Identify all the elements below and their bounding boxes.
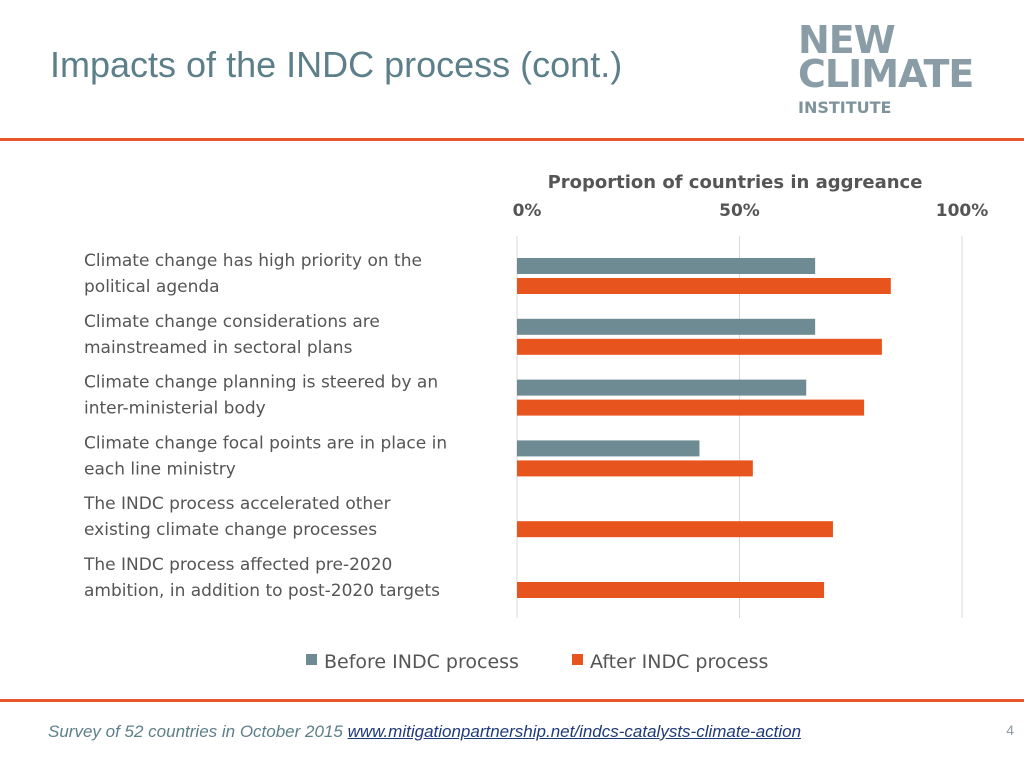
chart-title: Proportion of countries in aggreance	[548, 172, 923, 193]
bar-chart: Proportion of countries in aggreance 0% 5…	[83, 172, 989, 673]
logo-line-1: NEW	[798, 18, 896, 62]
category-label: political agenda	[84, 277, 220, 297]
footer-divider	[0, 699, 1024, 702]
logo-line-2: CLIMATE	[798, 52, 974, 96]
footer-source: Survey of 52 countries in October 2015 w…	[48, 722, 801, 742]
bar-before	[517, 318, 816, 335]
legend-swatch	[306, 654, 317, 665]
new-climate-institute-logo: NEW CLIMATE INSTITUTE	[798, 20, 998, 120]
bars	[517, 258, 891, 598]
category-label: Climate change has high priority on the	[84, 251, 422, 271]
x-tick-label: 50%	[719, 201, 760, 221]
bar-before	[517, 440, 700, 457]
x-tick-labels: 0% 50% 100%	[513, 201, 989, 221]
legend-label: Before INDC process	[324, 651, 519, 673]
bar-after	[517, 582, 825, 598]
category-label: existing climate change processes	[84, 520, 377, 540]
bar-before	[517, 258, 816, 274]
logo-line-3: INSTITUTE	[798, 98, 892, 117]
category-label: each line ministry	[84, 459, 236, 479]
category-label: The INDC process affected pre-2020	[83, 555, 392, 575]
bar-after	[517, 278, 891, 294]
legend-label: After INDC process	[590, 651, 768, 673]
bar-before	[517, 379, 807, 396]
header-divider	[0, 138, 1024, 141]
category-label: inter-ministerial body	[84, 399, 266, 419]
footer-text: Survey of 52 countries in October 2015	[48, 722, 348, 741]
category-label: ambition, in addition to post-2020 targe…	[84, 581, 440, 601]
category-label: Climate change planning is steered by an	[84, 373, 438, 393]
x-tick-label: 100%	[936, 201, 989, 221]
bar-after	[517, 338, 882, 355]
gridlines	[516, 236, 963, 618]
category-label: Climate change focal points are in place…	[84, 433, 447, 453]
category-label: Climate change considerations are	[84, 312, 380, 332]
bar-after	[517, 399, 865, 416]
bar-after	[517, 521, 833, 538]
legend-swatch	[572, 654, 583, 665]
page-title: Impacts of the INDC process (cont.)	[50, 44, 623, 85]
page-number: 4	[1006, 722, 1014, 738]
legend: Before INDC process After INDC process	[306, 651, 768, 673]
category-label: The INDC process accelerated other	[83, 494, 391, 514]
source-link[interactable]: www.mitigationpartnership.net/indcs-cata…	[347, 722, 802, 741]
x-tick-label: 0%	[513, 201, 542, 221]
category-label: mainstreamed in sectoral plans	[84, 338, 353, 358]
category-labels: Climate change has high priority on the p…	[83, 251, 447, 601]
bar-after	[517, 460, 753, 477]
